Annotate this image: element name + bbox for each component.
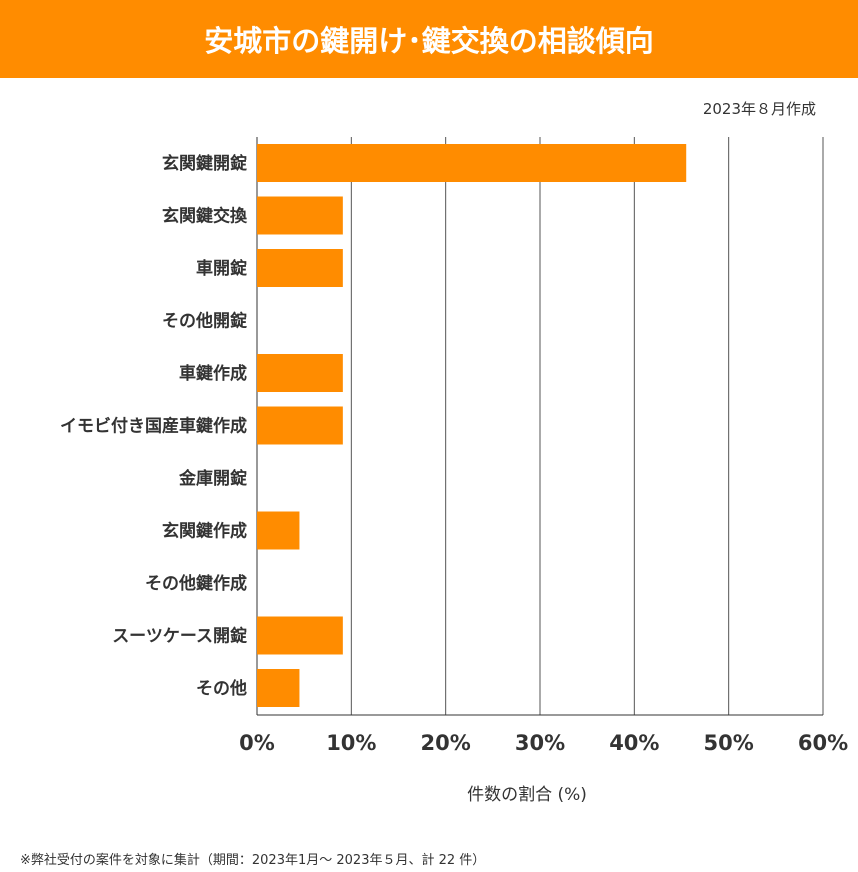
bar (257, 616, 343, 655)
footnote: ※弊社受付の案件を対象に集計（期間：2023年1月～ 2023年５月、計 22 … (20, 853, 486, 868)
x-tick-label: 60% (798, 731, 848, 755)
category-label: 金庫開錠 (178, 468, 247, 489)
chart-title: 安城市の鍵開け･鍵交換の相談傾向 (204, 24, 654, 58)
bar (257, 669, 300, 707)
x-tick-label: 40% (609, 731, 659, 755)
bar (257, 354, 343, 392)
x-tick-label: 0% (239, 731, 275, 755)
x-tick-label: 30% (515, 731, 565, 755)
title-banner: 安城市の鍵開け･鍵交換の相談傾向 (0, 0, 858, 78)
category-label: 玄関鍵交換 (162, 206, 248, 227)
bar (257, 144, 687, 182)
category-label: 車鍵作成 (179, 363, 247, 384)
x-tick-label: 20% (421, 731, 471, 755)
category-label: 車開錠 (196, 258, 247, 279)
category-label: その他開錠 (162, 311, 247, 332)
x-axis-label: 件数の割合 (%) (467, 785, 587, 805)
category-label: その他 (196, 678, 247, 699)
bar (257, 511, 300, 550)
bar (257, 249, 343, 287)
bar (257, 196, 343, 235)
x-tick-label: 10% (326, 731, 376, 755)
category-label: その他鍵作成 (145, 573, 247, 594)
created-date: 2023年８月作成 (702, 100, 816, 118)
category-label: スーツケース開錠 (112, 626, 247, 647)
category-label: 玄関鍵作成 (162, 521, 247, 542)
category-label: イモビ付き国産車鍵作成 (60, 416, 247, 437)
x-tick-label: 50% (704, 731, 754, 755)
category-label: 玄関鍵開錠 (162, 153, 247, 174)
bar (257, 406, 343, 445)
